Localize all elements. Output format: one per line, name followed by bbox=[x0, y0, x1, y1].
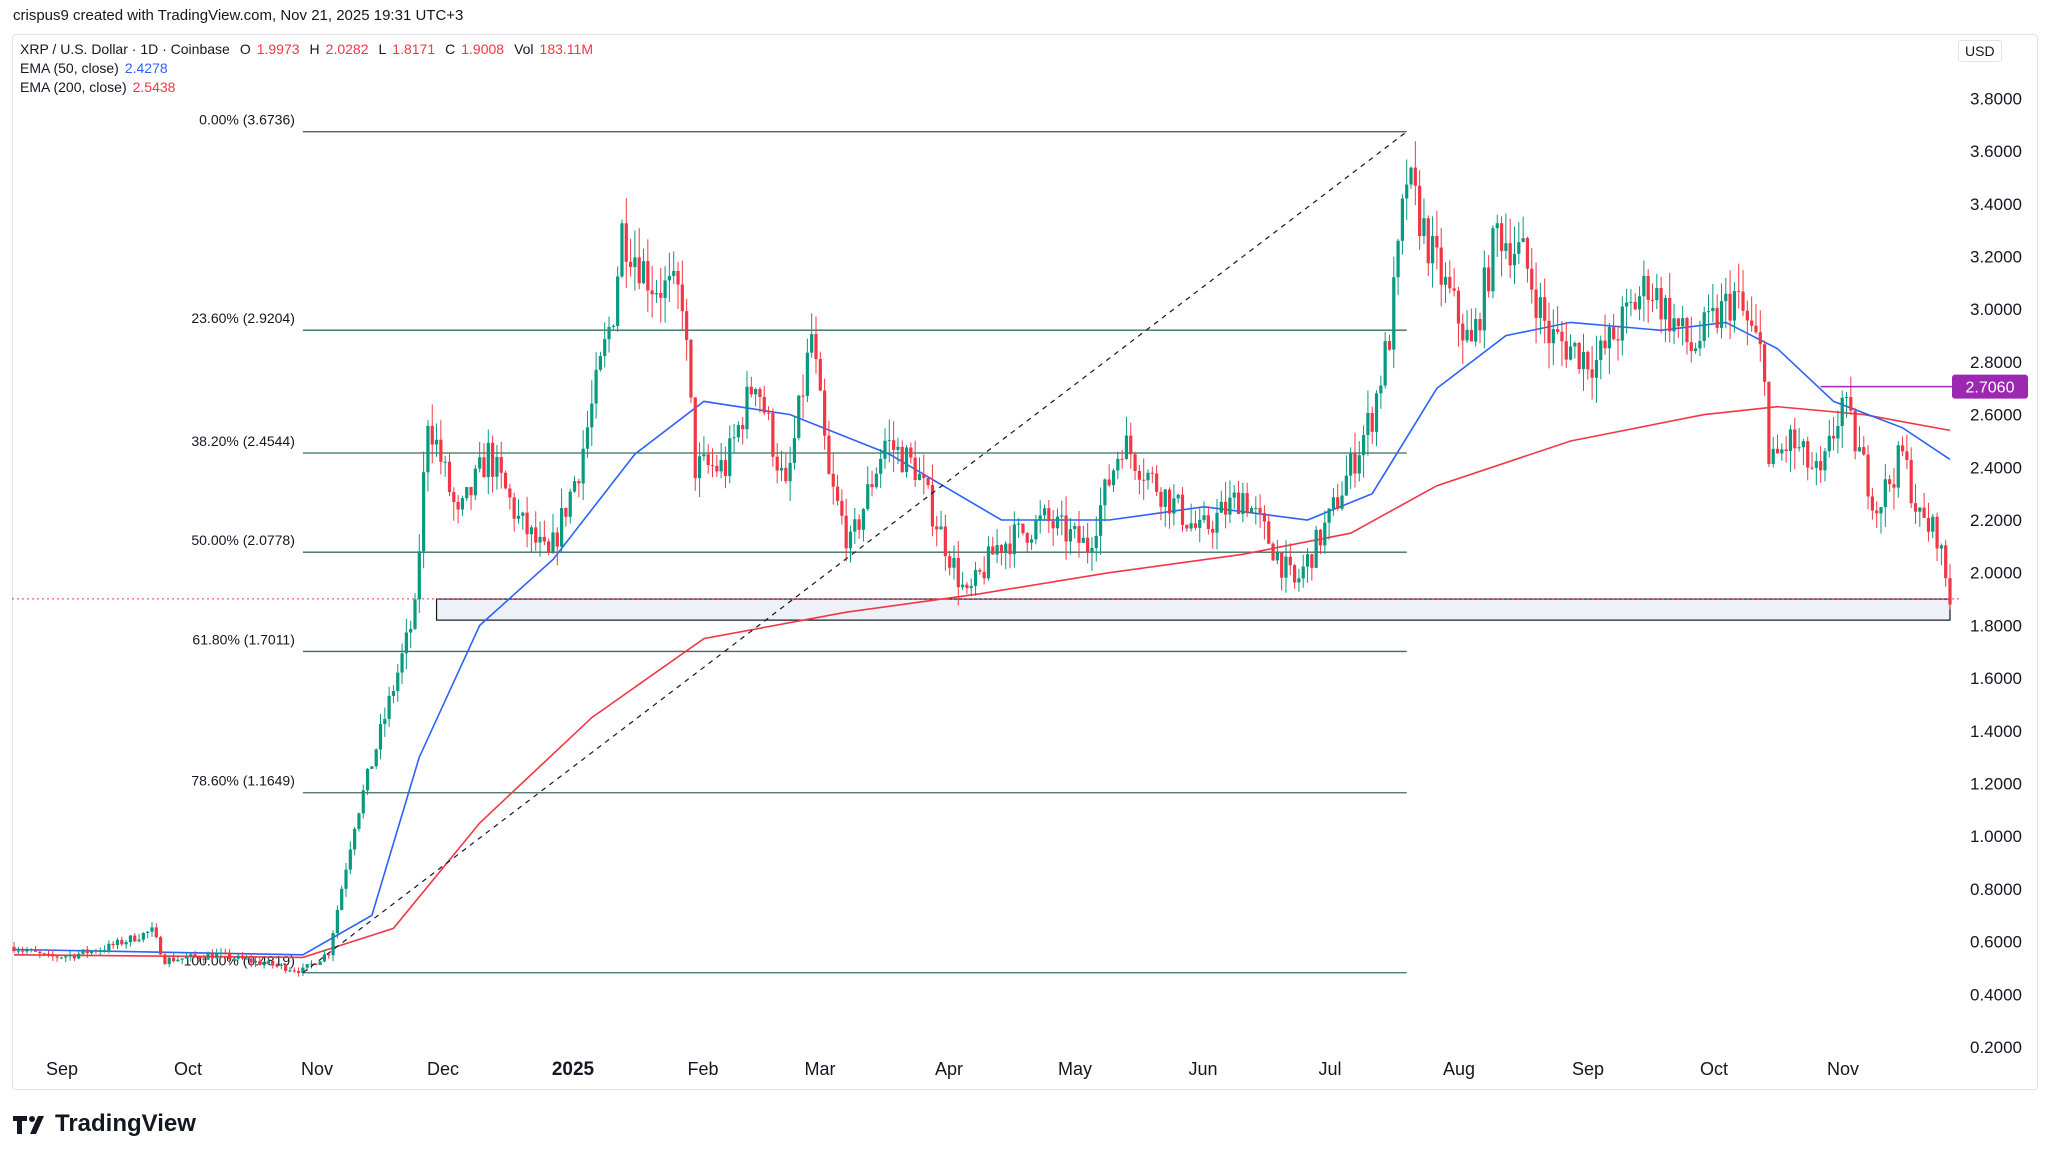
open-value: 1.9973 bbox=[256, 41, 300, 57]
ema200-row[interactable]: EMA (200, close) 2.5438 bbox=[20, 78, 593, 97]
ema50-row[interactable]: EMA (50, close) 2.4278 bbox=[20, 59, 593, 78]
low-label: L bbox=[378, 41, 387, 57]
ema50-value: 2.4278 bbox=[124, 60, 168, 76]
chart-frame bbox=[12, 34, 2038, 1090]
chart-legend: XRP / U.S. Dollar · 1D · Coinbase O 1.997… bbox=[20, 40, 593, 97]
symbol-title[interactable]: XRP / U.S. Dollar · 1D · Coinbase bbox=[20, 41, 230, 57]
ema200-value: 2.5438 bbox=[132, 79, 176, 95]
high-value: 2.0282 bbox=[325, 41, 369, 57]
close-label: C bbox=[445, 41, 456, 57]
symbol-row[interactable]: XRP / U.S. Dollar · 1D · Coinbase O 1.997… bbox=[20, 40, 593, 59]
ema200-label: EMA (200, close) bbox=[20, 79, 127, 95]
open-label: O bbox=[239, 41, 251, 57]
volume-label: Vol bbox=[514, 41, 534, 57]
high-label: H bbox=[309, 41, 320, 57]
low-value: 1.8171 bbox=[392, 41, 436, 57]
tradingview-logo[interactable]: TradingView bbox=[13, 1110, 196, 1138]
brand-name: TradingView bbox=[55, 1110, 196, 1137]
close-value: 1.9008 bbox=[461, 41, 505, 57]
chart-credit: crispus9 created with TradingView.com, N… bbox=[13, 7, 464, 24]
ema50-label: EMA (50, close) bbox=[20, 60, 119, 76]
volume-value: 183.11M bbox=[539, 41, 593, 57]
tradingview-logo-icon bbox=[13, 1116, 44, 1134]
currency-button[interactable]: USD bbox=[1958, 40, 2002, 62]
